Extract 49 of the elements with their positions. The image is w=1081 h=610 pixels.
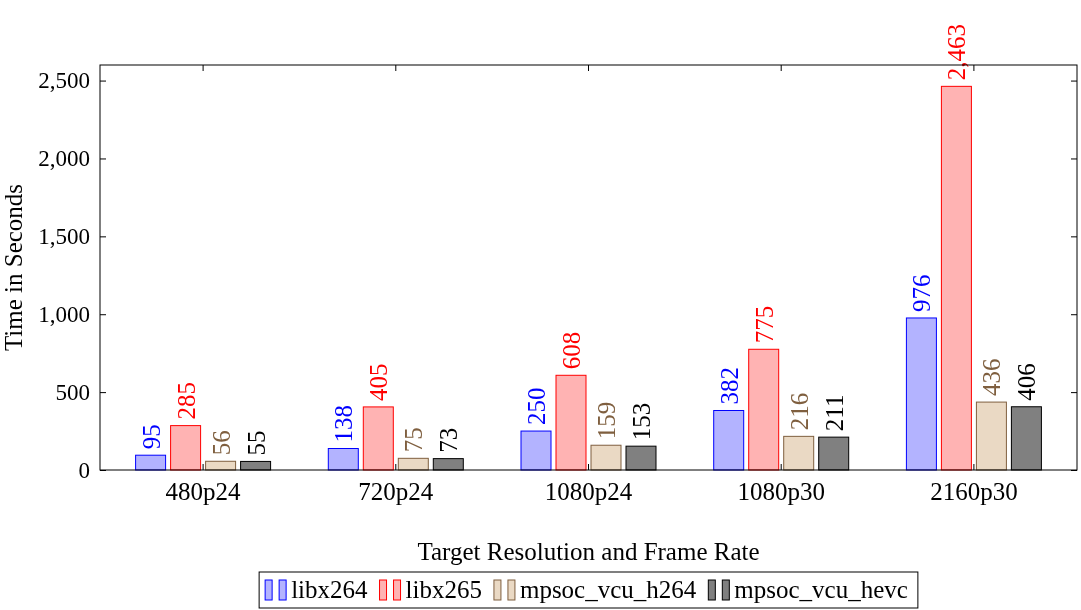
x-tick-label: 480p24 [165,477,242,505]
y-tick-label: 0 [78,457,90,483]
bar [170,425,202,471]
y-tick-label: 1,500 [38,224,90,250]
bar [905,317,937,471]
data-label: 436 [978,358,1006,397]
data-label: 55 [242,430,270,456]
y-tick-label: 1,000 [38,302,90,328]
x-tick-label: 1080p30 [737,477,825,505]
y-tick-label: 2,000 [38,146,90,172]
data-label: 2,463 [943,24,971,81]
data-label: 406 [1013,363,1041,401]
bar [975,401,1007,471]
bar [713,410,745,471]
data-label: 250 [523,387,550,426]
data-label: 405 [365,363,393,401]
bar [748,348,780,471]
bar [362,406,394,471]
x-axis-title: Target Resolution and Frame Rate [417,538,760,565]
data-label: 382 [715,367,743,405]
x-tick-label: 1080p24 [544,477,633,505]
data-label: 976 [908,274,936,312]
data-label: 285 [172,382,200,420]
data-label: 775 [750,305,778,344]
data-label: 216 [785,392,813,431]
data-label: 211 [820,394,848,432]
data-label: 75 [400,427,428,453]
y-tick-label: 500 [55,379,90,405]
data-label: 138 [330,405,358,443]
bar [520,430,552,471]
legend-label: libx264 [291,576,369,603]
legend-label: mpsoc_vcu_hevc [734,576,908,603]
bar [590,444,622,471]
data-label: 159 [593,401,620,440]
x-tick-label: 720p24 [358,477,434,505]
data-label: 153 [628,402,655,441]
bar [327,448,359,471]
y-tick-label: 2,500 [38,68,90,94]
data-label: 95 [137,424,165,450]
bar [783,435,815,471]
x-tick-label: 2160p30 [930,477,1018,505]
y-axis-title: Time in Seconds [0,183,27,352]
data-label: 608 [558,331,585,370]
data-label: 73 [435,427,463,453]
legend-label: libx265 [405,576,482,603]
legend-label: mpsoc_vcu_h264 [519,576,697,603]
bar [940,85,972,471]
bar [555,374,587,471]
data-label: 56 [207,430,235,456]
